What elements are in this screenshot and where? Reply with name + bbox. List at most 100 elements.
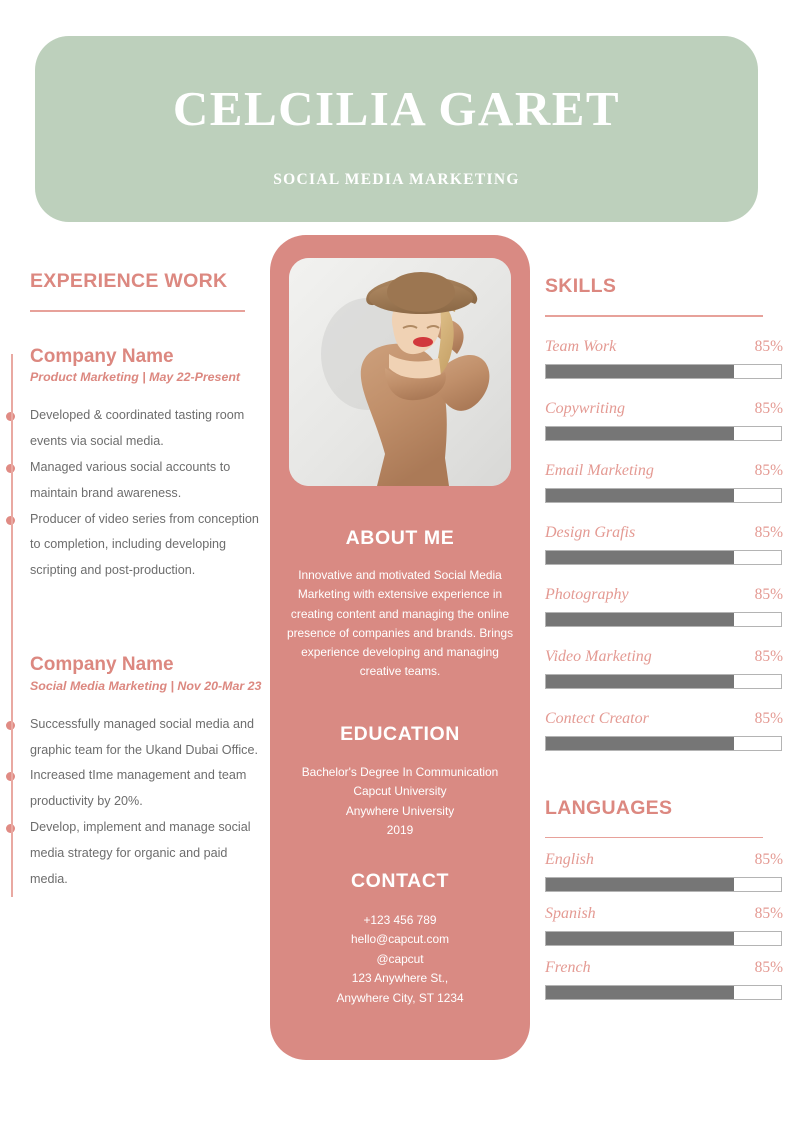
skill-item: Team Work 85% [545,338,783,379]
language-progress-bar [545,877,782,892]
skill-percent: 85% [754,337,783,355]
skill-name: Team Work [545,337,617,355]
timeline-dot-icon [5,772,15,782]
skill-progress-fill [546,736,734,750]
experience-timeline: Company Name Product Marketing | May 22-P… [0,345,262,897]
page-title: CELCILIA GARET [172,80,621,136]
language-name: Spanish [545,905,596,922]
education-section: EDUCATION Bachelor's Degree In Communica… [270,723,530,841]
skill-progress-fill [546,612,734,626]
contact-lines: +123 456 789 hello@capcut.com @capcut 123 A… [270,911,530,1008]
skill-item: Email Marketing 85% [545,462,783,503]
experience-bullet-list: Successfully managed social media and gr… [5,712,262,893]
languages-divider [545,836,763,838]
contact-line: Anywhere City, ST 1234 [336,990,464,1005]
timeline-dot-icon [5,412,15,422]
language-label-row: French 85% [545,959,783,977]
experience-bullet: Managed various social accounts to maint… [5,455,262,507]
about-me-heading: ABOUT ME [345,527,455,549]
skill-percent: 85% [754,647,783,665]
skill-progress-fill [546,488,734,502]
education-line: Anywhere University [345,803,455,818]
language-progress-bar [545,985,782,1000]
header-subtitle: SOCIAL MEDIA MARKETING [273,170,520,188]
skill-percent: 85% [754,399,783,417]
contact-section: CONTACT +123 456 789 hello@capcut.com @cap… [270,870,530,1008]
education-lines: Bachelor's Degree In Communication Capcut… [270,763,530,841]
skills-divider [545,315,763,317]
skill-name: Copywriting [545,399,626,417]
contact-line: hello@capcut.com [351,932,449,947]
language-percent: 85% [754,959,783,976]
avatar [289,258,511,486]
skill-label-row: Team Work 85% [545,338,783,356]
language-progress-bar [545,931,782,946]
skill-progress-bar [545,611,782,627]
language-item: English 85% [545,851,783,892]
language-percent: 85% [754,851,783,868]
experience-company-name: Company Name [30,654,174,676]
skill-item: Photography 85% [545,586,783,627]
contact-line: 123 Anywhere St., [351,971,449,986]
language-item: Spanish 85% [545,905,783,946]
language-progress-fill [546,932,734,945]
skill-name: Contect Creator [545,709,649,727]
language-name: English [545,851,594,868]
skill-progress-fill [546,674,734,688]
experience-role-dates: Social Media Marketing | Nov 20-Mar 23 [30,678,262,693]
contact-line: @capcut [376,951,424,966]
profile-panel: ABOUT ME Innovative and motivated Social… [270,235,530,1060]
education-line: Bachelor's Degree In Communication [301,765,499,779]
timeline-dot-icon [5,463,15,473]
skill-percent: 85% [754,585,783,603]
skill-progress-bar [545,487,782,503]
language-label-row: Spanish 85% [545,905,783,923]
experience-bullet: Successfully managed social media and gr… [5,712,262,764]
experience-bullet: Producer of video series from conception… [5,507,262,584]
experience-role-dates: Product Marketing | May 22-Present [30,370,241,385]
skill-percent: 85% [754,523,783,541]
skill-label-row: Video Marketing 85% [545,648,783,666]
language-item: French 85% [545,959,783,1000]
skills-column: SKILLS Team Work 85% Copywriting 85% Email M… [545,275,783,1000]
experience-bullet: Develop, implement and manage social med… [5,815,262,892]
skill-progress-bar [545,549,782,565]
experience-bullet-list: Developed & coordinated tasting room eve… [5,403,262,584]
education-heading: EDUCATION [340,723,460,745]
experience-section-title: EXPERIENCE WORK [30,270,228,292]
timeline-dot-icon [5,824,15,834]
skill-label-row: Contect Creator 85% [545,710,783,728]
skill-percent: 85% [754,709,783,727]
skill-item: Video Marketing 85% [545,648,783,689]
timeline-line [11,353,13,897]
experience-entry: Company Name Social Media Marketing | Nov… [5,654,262,893]
skill-item: Contect Creator 85% [545,710,783,751]
skill-progress-fill [546,550,734,564]
contact-heading: CONTACT [350,870,450,892]
experience-divider [30,310,245,312]
languages-list: English 85% Spanish 85% French 85% [545,851,783,1000]
skill-label-row: Copywriting 85% [545,400,783,418]
about-me-text: Innovative and motivated Social Media Ma… [286,568,514,679]
skill-progress-bar [545,735,782,751]
skill-name: Email Marketing [545,461,654,479]
education-line: 2019 [386,823,414,838]
skill-name: Video Marketing [545,647,652,665]
language-progress-fill [546,986,734,999]
skill-item: Design Grafis 85% [545,524,783,565]
skill-progress-bar [545,425,782,441]
header-banner: CELCILIA GARET SOCIAL MEDIA MARKETING [35,36,758,222]
portrait-photo-icon [289,258,511,486]
skill-percent: 85% [754,461,783,479]
experience-company-name: Company Name [30,345,174,367]
skill-progress-fill [546,364,734,378]
language-percent: 85% [754,905,783,922]
language-label-row: English 85% [545,851,783,869]
about-me-section: ABOUT ME Innovative and motivated Social… [270,527,530,682]
experience-bullet: Developed & coordinated tasting room eve… [5,403,262,455]
experience-entry: Company Name Product Marketing | May 22-P… [5,345,262,585]
skills-section-title: SKILLS [545,275,617,297]
languages-section-title: LANGUAGES [545,796,673,819]
experience-bullet: Increased tIme management and team produ… [5,763,262,815]
skill-label-row: Photography 85% [545,586,783,604]
